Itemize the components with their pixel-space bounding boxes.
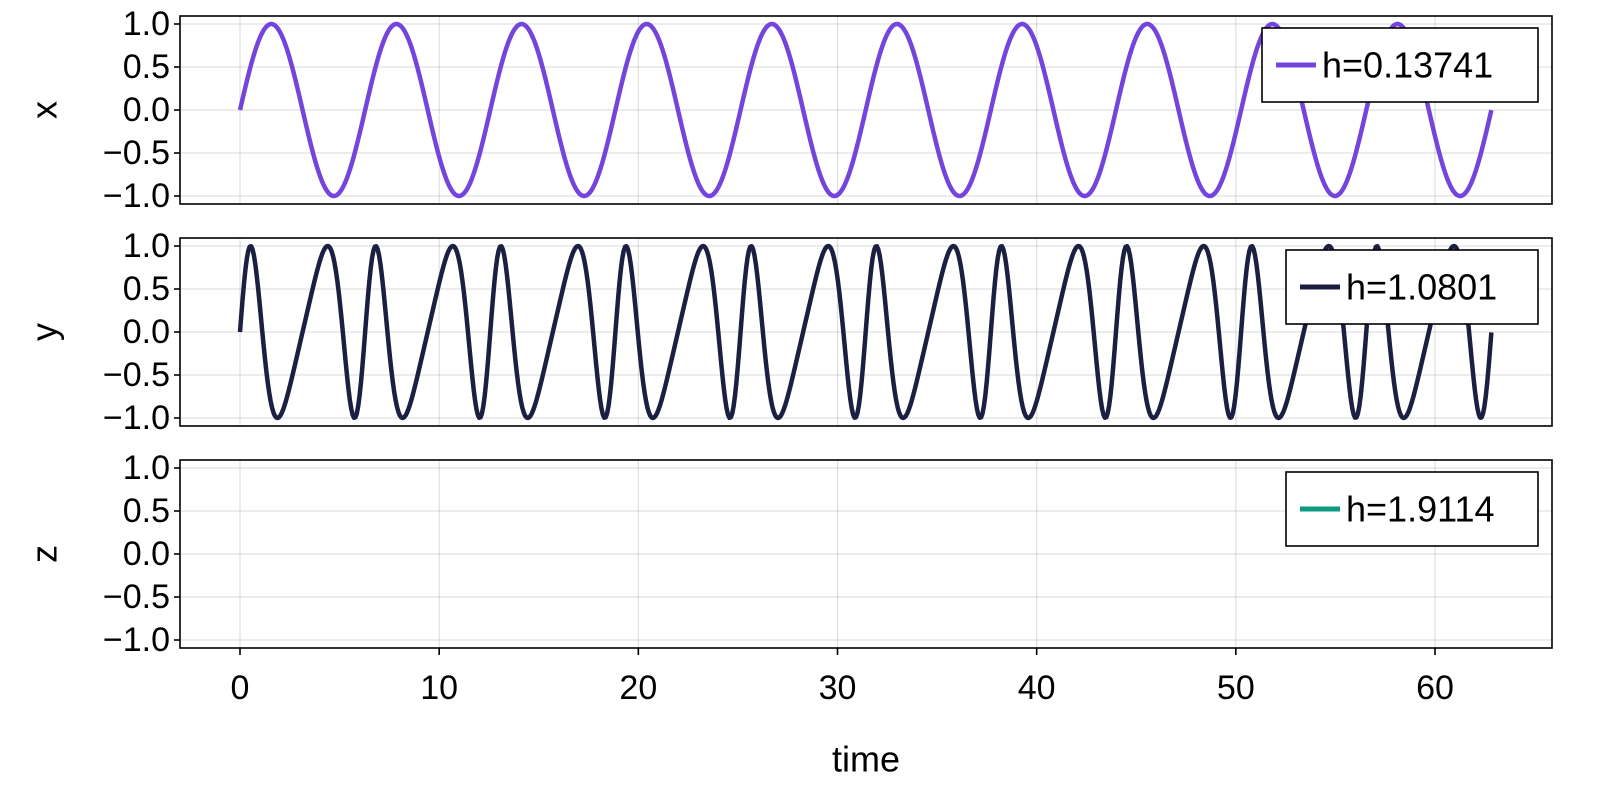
series-line-y: [237, 243, 1494, 421]
y-tick-label: 1.0: [123, 227, 170, 265]
y-axis-label: x: [24, 101, 65, 119]
y-tick-label: −1.0: [103, 621, 170, 659]
x-axis-label: time: [832, 739, 900, 780]
y-tick-label: −1.0: [103, 399, 170, 437]
y-tick-label: 1.0: [123, 5, 170, 43]
legend: h=1.0801: [1285, 249, 1539, 325]
y-tick-label: −0.5: [103, 356, 170, 394]
x-tick-label: 30: [819, 669, 857, 707]
y-tick-label: −0.5: [103, 134, 170, 172]
panel-z: 1.0 0.5 0.0 −0.5 −1.0 z h=1.9114: [24, 449, 1553, 659]
x-tick-label: 60: [1416, 669, 1454, 707]
y-tick-label: −0.5: [103, 578, 170, 616]
y-tick-label: 0.5: [123, 492, 170, 530]
legend: h=1.9114: [1285, 471, 1539, 547]
y-tick-label: −1.0: [103, 177, 170, 215]
x-tick-label: 20: [619, 669, 657, 707]
legend-label: h=0.13741: [1322, 45, 1493, 86]
legend: h=0.13741: [1261, 27, 1539, 103]
x-tick-label: 40: [1018, 669, 1056, 707]
y-tick-label: 0.0: [123, 91, 170, 129]
y-tick-label: 0.0: [123, 313, 170, 351]
y-tick-label: 0.0: [123, 535, 170, 573]
panel-x: 1.0 0.5 0.0 −0.5 −1.0 x h=0.13741: [24, 5, 1553, 215]
y-tick-label: 1.0: [123, 449, 170, 487]
x-tick-label: 50: [1217, 669, 1255, 707]
x-axis: 0 10 20 30 40 50 60: [231, 648, 1454, 707]
y-tick-label: 0.5: [123, 48, 170, 86]
y-axis-label: y: [24, 323, 65, 341]
y-tick-label: 0.5: [123, 270, 170, 308]
x-tick-label: 10: [420, 669, 458, 707]
panel-y: 1.0 0.5 0.0 −0.5 −1.0 y h=1.0801: [24, 227, 1553, 437]
y-axis-label: z: [24, 545, 65, 563]
legend-label: h=1.9114: [1346, 489, 1494, 530]
legend-label: h=1.0801: [1346, 267, 1497, 308]
x-tick-label: 0: [231, 669, 250, 707]
